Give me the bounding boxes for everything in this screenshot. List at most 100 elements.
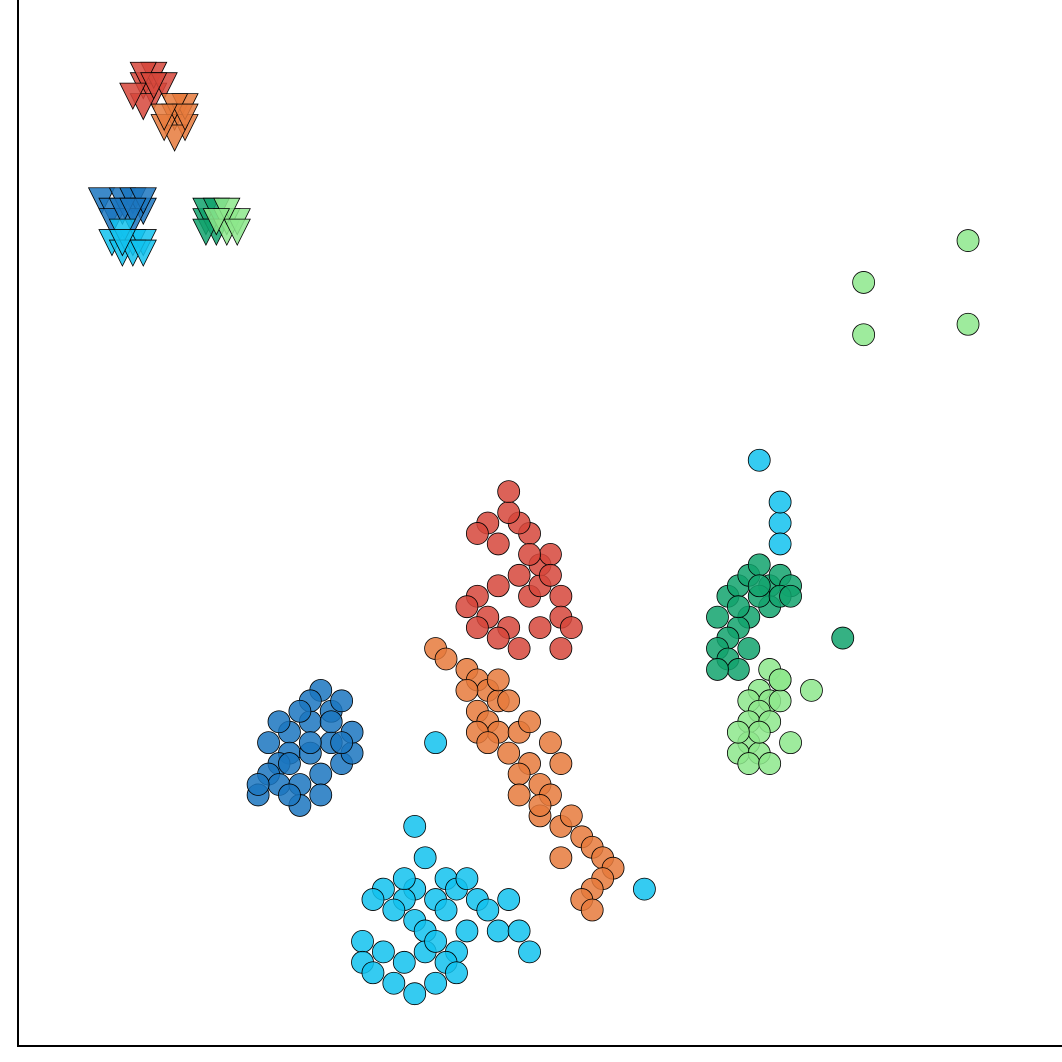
circle-point: [779, 584, 802, 608]
circle-point: [455, 867, 479, 891]
circle-point: [580, 898, 604, 922]
circle-point: [278, 752, 301, 775]
circle-point: [455, 595, 479, 619]
circle-point: [518, 940, 541, 964]
circle-point: [633, 877, 656, 901]
circle-point: [852, 323, 876, 347]
circle-point: [528, 794, 552, 817]
circle-point: [956, 229, 980, 252]
circle-point: [497, 689, 521, 713]
circle-point: [298, 731, 322, 755]
circle-point: [956, 312, 980, 336]
circle-point: [288, 699, 312, 723]
circle-point: [424, 930, 448, 953]
triangle-point: [171, 103, 199, 131]
circle-point: [403, 982, 427, 1006]
circle-point: [507, 637, 531, 660]
circle-point: [455, 919, 479, 943]
circle-point: [257, 731, 280, 755]
circle-point: [747, 720, 771, 744]
circle-point: [330, 731, 354, 755]
circle-point: [747, 553, 771, 577]
circle-point: [497, 501, 521, 524]
circle-point: [330, 689, 354, 713]
circle-point: [507, 762, 531, 786]
circle-point: [726, 720, 750, 744]
circle-point: [549, 637, 573, 660]
circle-point: [361, 888, 385, 911]
circle-point: [382, 971, 406, 995]
circle-point: [497, 480, 521, 504]
circle-point: [539, 563, 562, 587]
circle-point: [831, 626, 855, 650]
circle-point: [706, 658, 729, 681]
triangle-point: [223, 218, 251, 247]
circle-point: [747, 574, 771, 598]
circle-point: [476, 731, 500, 755]
circle-point: [486, 919, 510, 943]
circle-point: [726, 595, 750, 619]
circle-point: [518, 542, 541, 566]
circle-point: [309, 762, 333, 786]
circle-point: [403, 814, 427, 838]
triangle-point: [202, 208, 231, 236]
circle-point: [800, 678, 823, 702]
circle-point: [278, 783, 301, 807]
triangle-point: [119, 82, 147, 111]
circle-point: [371, 940, 395, 964]
circle-point: [706, 605, 729, 629]
circle-point: [434, 898, 458, 922]
circle-point: [351, 930, 374, 953]
circle-point: [392, 867, 416, 891]
circle-point: [518, 710, 541, 734]
circle-point: [737, 637, 761, 660]
data-points: [87, 61, 980, 1006]
circle-point: [309, 783, 333, 807]
circle-point: [768, 532, 792, 556]
circle-point: [539, 542, 562, 566]
circle-point: [779, 731, 802, 755]
circle-point: [445, 961, 468, 985]
circle-point: [455, 678, 479, 702]
circle-point: [549, 846, 573, 870]
circle-point: [768, 668, 792, 692]
circle-point: [465, 522, 489, 545]
circle-point: [392, 950, 416, 974]
circle-point: [768, 511, 792, 535]
circle-point: [549, 584, 573, 608]
circle-point: [486, 668, 510, 692]
circle-point: [486, 626, 510, 650]
circle-point: [507, 563, 531, 587]
circle-point: [768, 689, 792, 713]
circle-point: [497, 741, 521, 765]
circle-point: [486, 532, 510, 556]
circle-point: [497, 888, 521, 911]
circle-point: [539, 731, 562, 755]
circle-point: [434, 647, 458, 671]
circle-point: [559, 804, 583, 828]
circle-point: [486, 574, 510, 598]
circle-point: [507, 919, 531, 943]
circle-point: [758, 752, 782, 775]
circle-point: [267, 710, 291, 734]
circle-point: [246, 773, 270, 796]
triangle-point: [119, 197, 147, 226]
circle-point: [737, 752, 761, 775]
triangle-point: [150, 103, 178, 131]
circle-point: [726, 658, 750, 681]
circle-point: [768, 490, 792, 514]
circle-point: [476, 898, 500, 922]
circle-point: [465, 616, 489, 639]
circle-point: [319, 710, 343, 734]
circle-point: [413, 846, 437, 870]
circle-point: [507, 783, 531, 807]
triangle-point: [140, 72, 168, 100]
circle-point: [549, 752, 573, 775]
circle-point: [852, 271, 876, 294]
circle-point: [424, 971, 448, 995]
triangle-point: [108, 229, 137, 257]
circle-point: [747, 448, 771, 472]
triangle-point: [129, 239, 157, 267]
circle-point: [382, 898, 406, 922]
